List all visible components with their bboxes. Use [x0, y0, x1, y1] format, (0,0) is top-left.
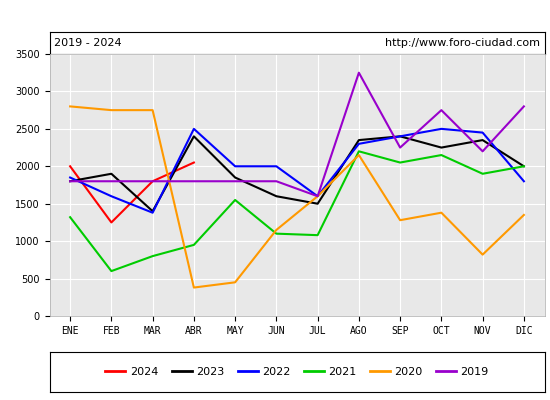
Text: Evolucion Nº Turistas Nacionales en el municipio de Villanueva de Córdoba: Evolucion Nº Turistas Nacionales en el m…: [1, 8, 549, 24]
Legend: 2024, 2023, 2022, 2021, 2020, 2019: 2024, 2023, 2022, 2021, 2020, 2019: [101, 362, 493, 382]
Text: http://www.foro-ciudad.com: http://www.foro-ciudad.com: [384, 38, 540, 48]
Text: 2019 - 2024: 2019 - 2024: [54, 38, 122, 48]
